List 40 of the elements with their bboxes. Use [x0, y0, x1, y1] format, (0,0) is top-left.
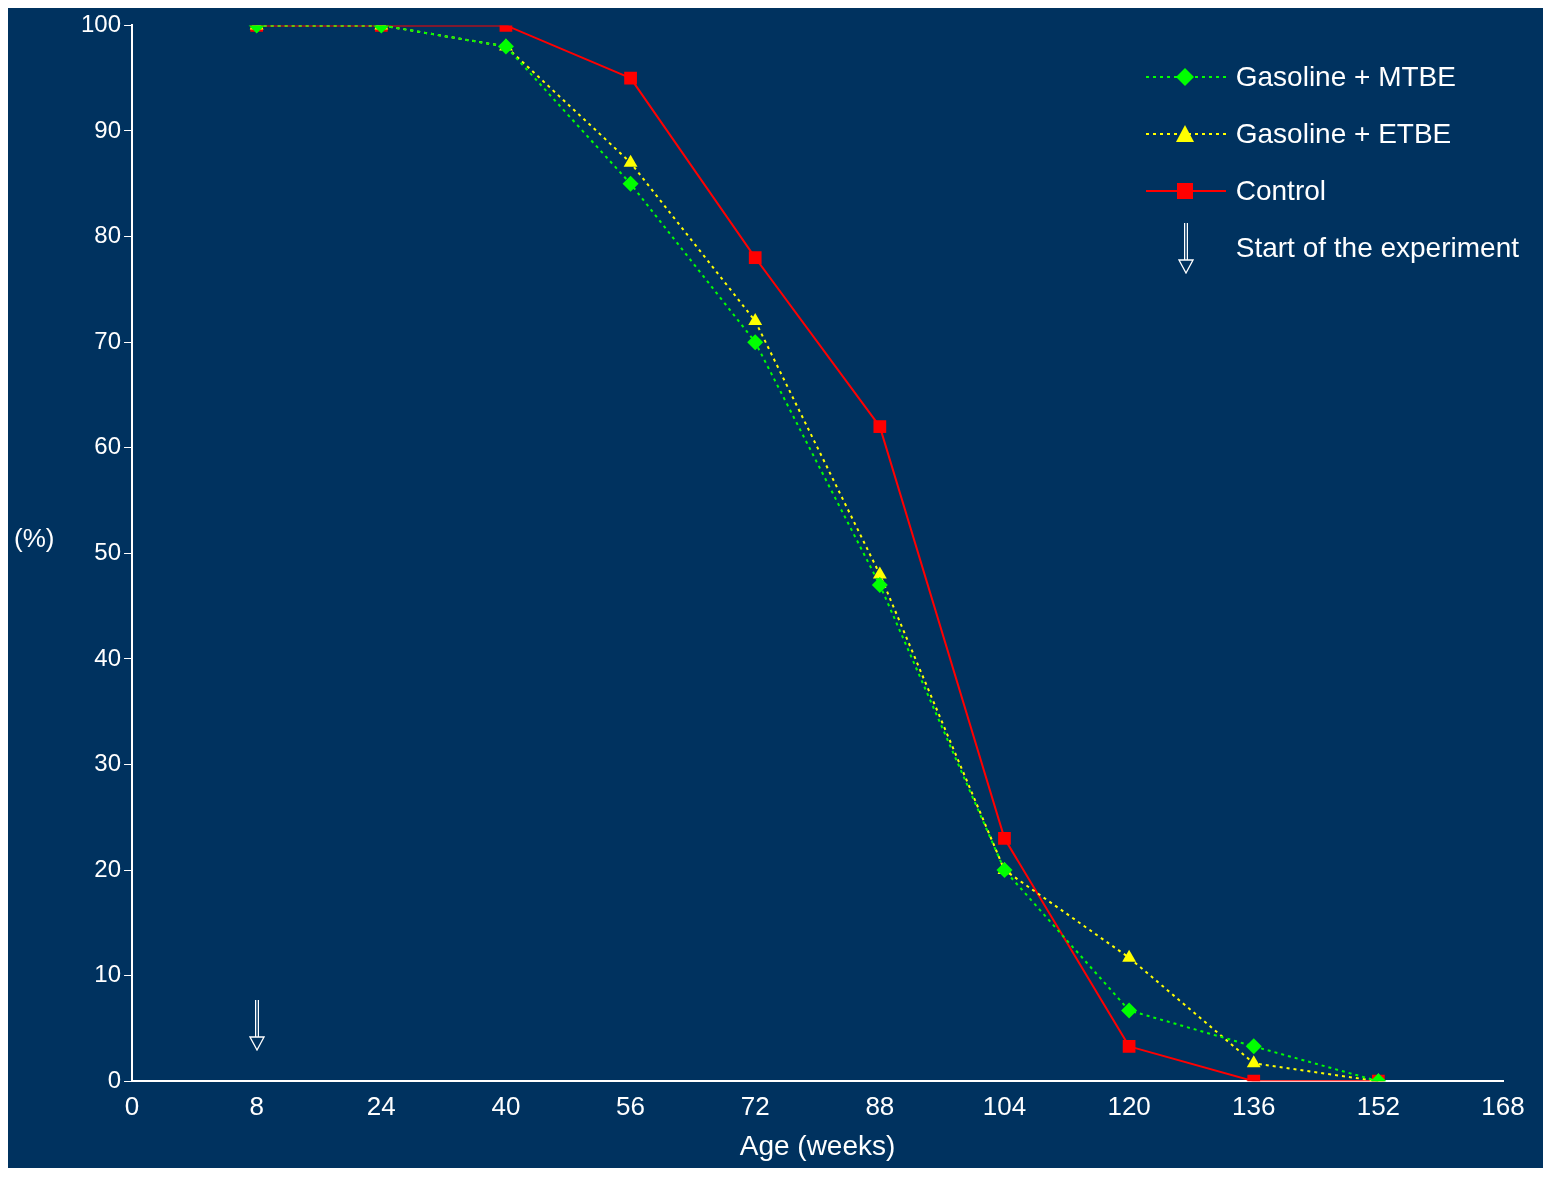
- point: [622, 175, 639, 192]
- x-tick-label: 72: [740, 1090, 770, 1121]
- point: [748, 251, 762, 265]
- x-tick-label: 8: [249, 1090, 264, 1121]
- y-tick-label: 70: [94, 326, 122, 354]
- point: [497, 38, 514, 55]
- y-tick-label: 20: [94, 854, 122, 882]
- y-tick-label: 0: [107, 1065, 122, 1093]
- point: [998, 832, 1011, 845]
- x-tick-label: 24: [366, 1090, 396, 1121]
- y-tick-label: 90: [94, 115, 122, 143]
- y-tick-label: 30: [94, 749, 122, 777]
- point: [624, 71, 637, 85]
- y-tick-label: 50: [94, 537, 122, 565]
- y-tick-label: 60: [94, 432, 122, 460]
- legend-label: Gasoline + ETBE: [1235, 117, 1452, 150]
- point: [871, 576, 888, 593]
- x-tick-label: 152: [1356, 1090, 1401, 1121]
- x-tick-label: 136: [1232, 1090, 1276, 1121]
- point: [872, 566, 887, 579]
- y-axis-title: (%): [14, 523, 55, 554]
- y-tick-label: 80: [94, 221, 122, 249]
- point: [873, 420, 887, 433]
- point: [1122, 949, 1137, 962]
- x-tick-label: 88: [865, 1090, 895, 1121]
- legend-label: Control: [1235, 174, 1326, 207]
- x-tick-label: 56: [616, 1090, 646, 1121]
- x-tick-label: 168: [1481, 1090, 1525, 1121]
- legend-label: Gasoline + MTBE: [1235, 60, 1456, 93]
- x-tick-label: 104: [982, 1090, 1027, 1121]
- point: [1246, 1055, 1261, 1068]
- x-tick-label: 40: [491, 1090, 521, 1121]
- x-tick-label: 120: [1107, 1090, 1151, 1121]
- annotation: Start of the experiment: [1235, 231, 1519, 264]
- point: [747, 334, 764, 351]
- y-tick-label: 40: [94, 643, 122, 671]
- point: [748, 313, 763, 326]
- y-tick-label: 100: [81, 10, 122, 38]
- y-tick-label: 10: [94, 960, 122, 988]
- x-axis-title: Age (weeks): [739, 1129, 896, 1161]
